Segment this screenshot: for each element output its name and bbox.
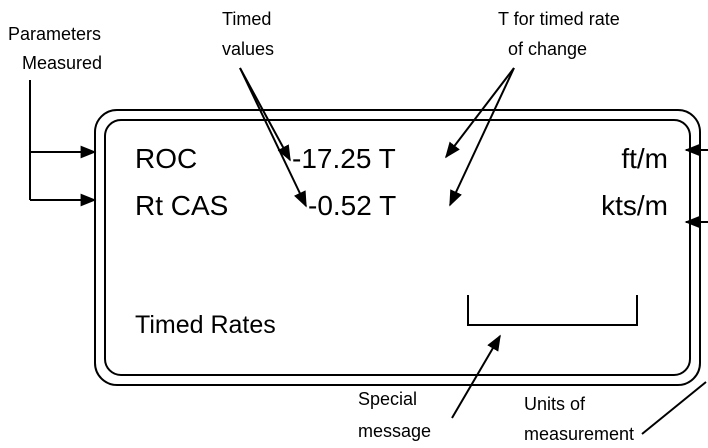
annotation: Parameters Measured bbox=[8, 24, 102, 73]
arrow bbox=[451, 334, 501, 419]
annotation: Special message bbox=[358, 389, 431, 441]
message-field bbox=[467, 295, 638, 326]
param-value: -0.52 T bbox=[308, 190, 396, 221]
arrow bbox=[239, 67, 307, 208]
display-inner bbox=[104, 119, 691, 376]
param-unit: kts/m bbox=[601, 190, 668, 221]
param-unit: ft/m bbox=[621, 143, 668, 174]
param-name: ROC bbox=[135, 143, 197, 174]
arrow bbox=[445, 67, 515, 159]
display-outer bbox=[94, 109, 701, 386]
mode-label: Timed Rates bbox=[135, 311, 276, 339]
leader bbox=[641, 381, 707, 435]
annotation: Units of measurement bbox=[524, 394, 634, 444]
arrow bbox=[449, 67, 515, 207]
param-name: Rt CAS bbox=[135, 190, 228, 221]
annotation: T for timed rate of change bbox=[498, 9, 620, 59]
annotation: Timed values bbox=[222, 9, 274, 59]
param-value: -17.25 T bbox=[292, 143, 396, 174]
